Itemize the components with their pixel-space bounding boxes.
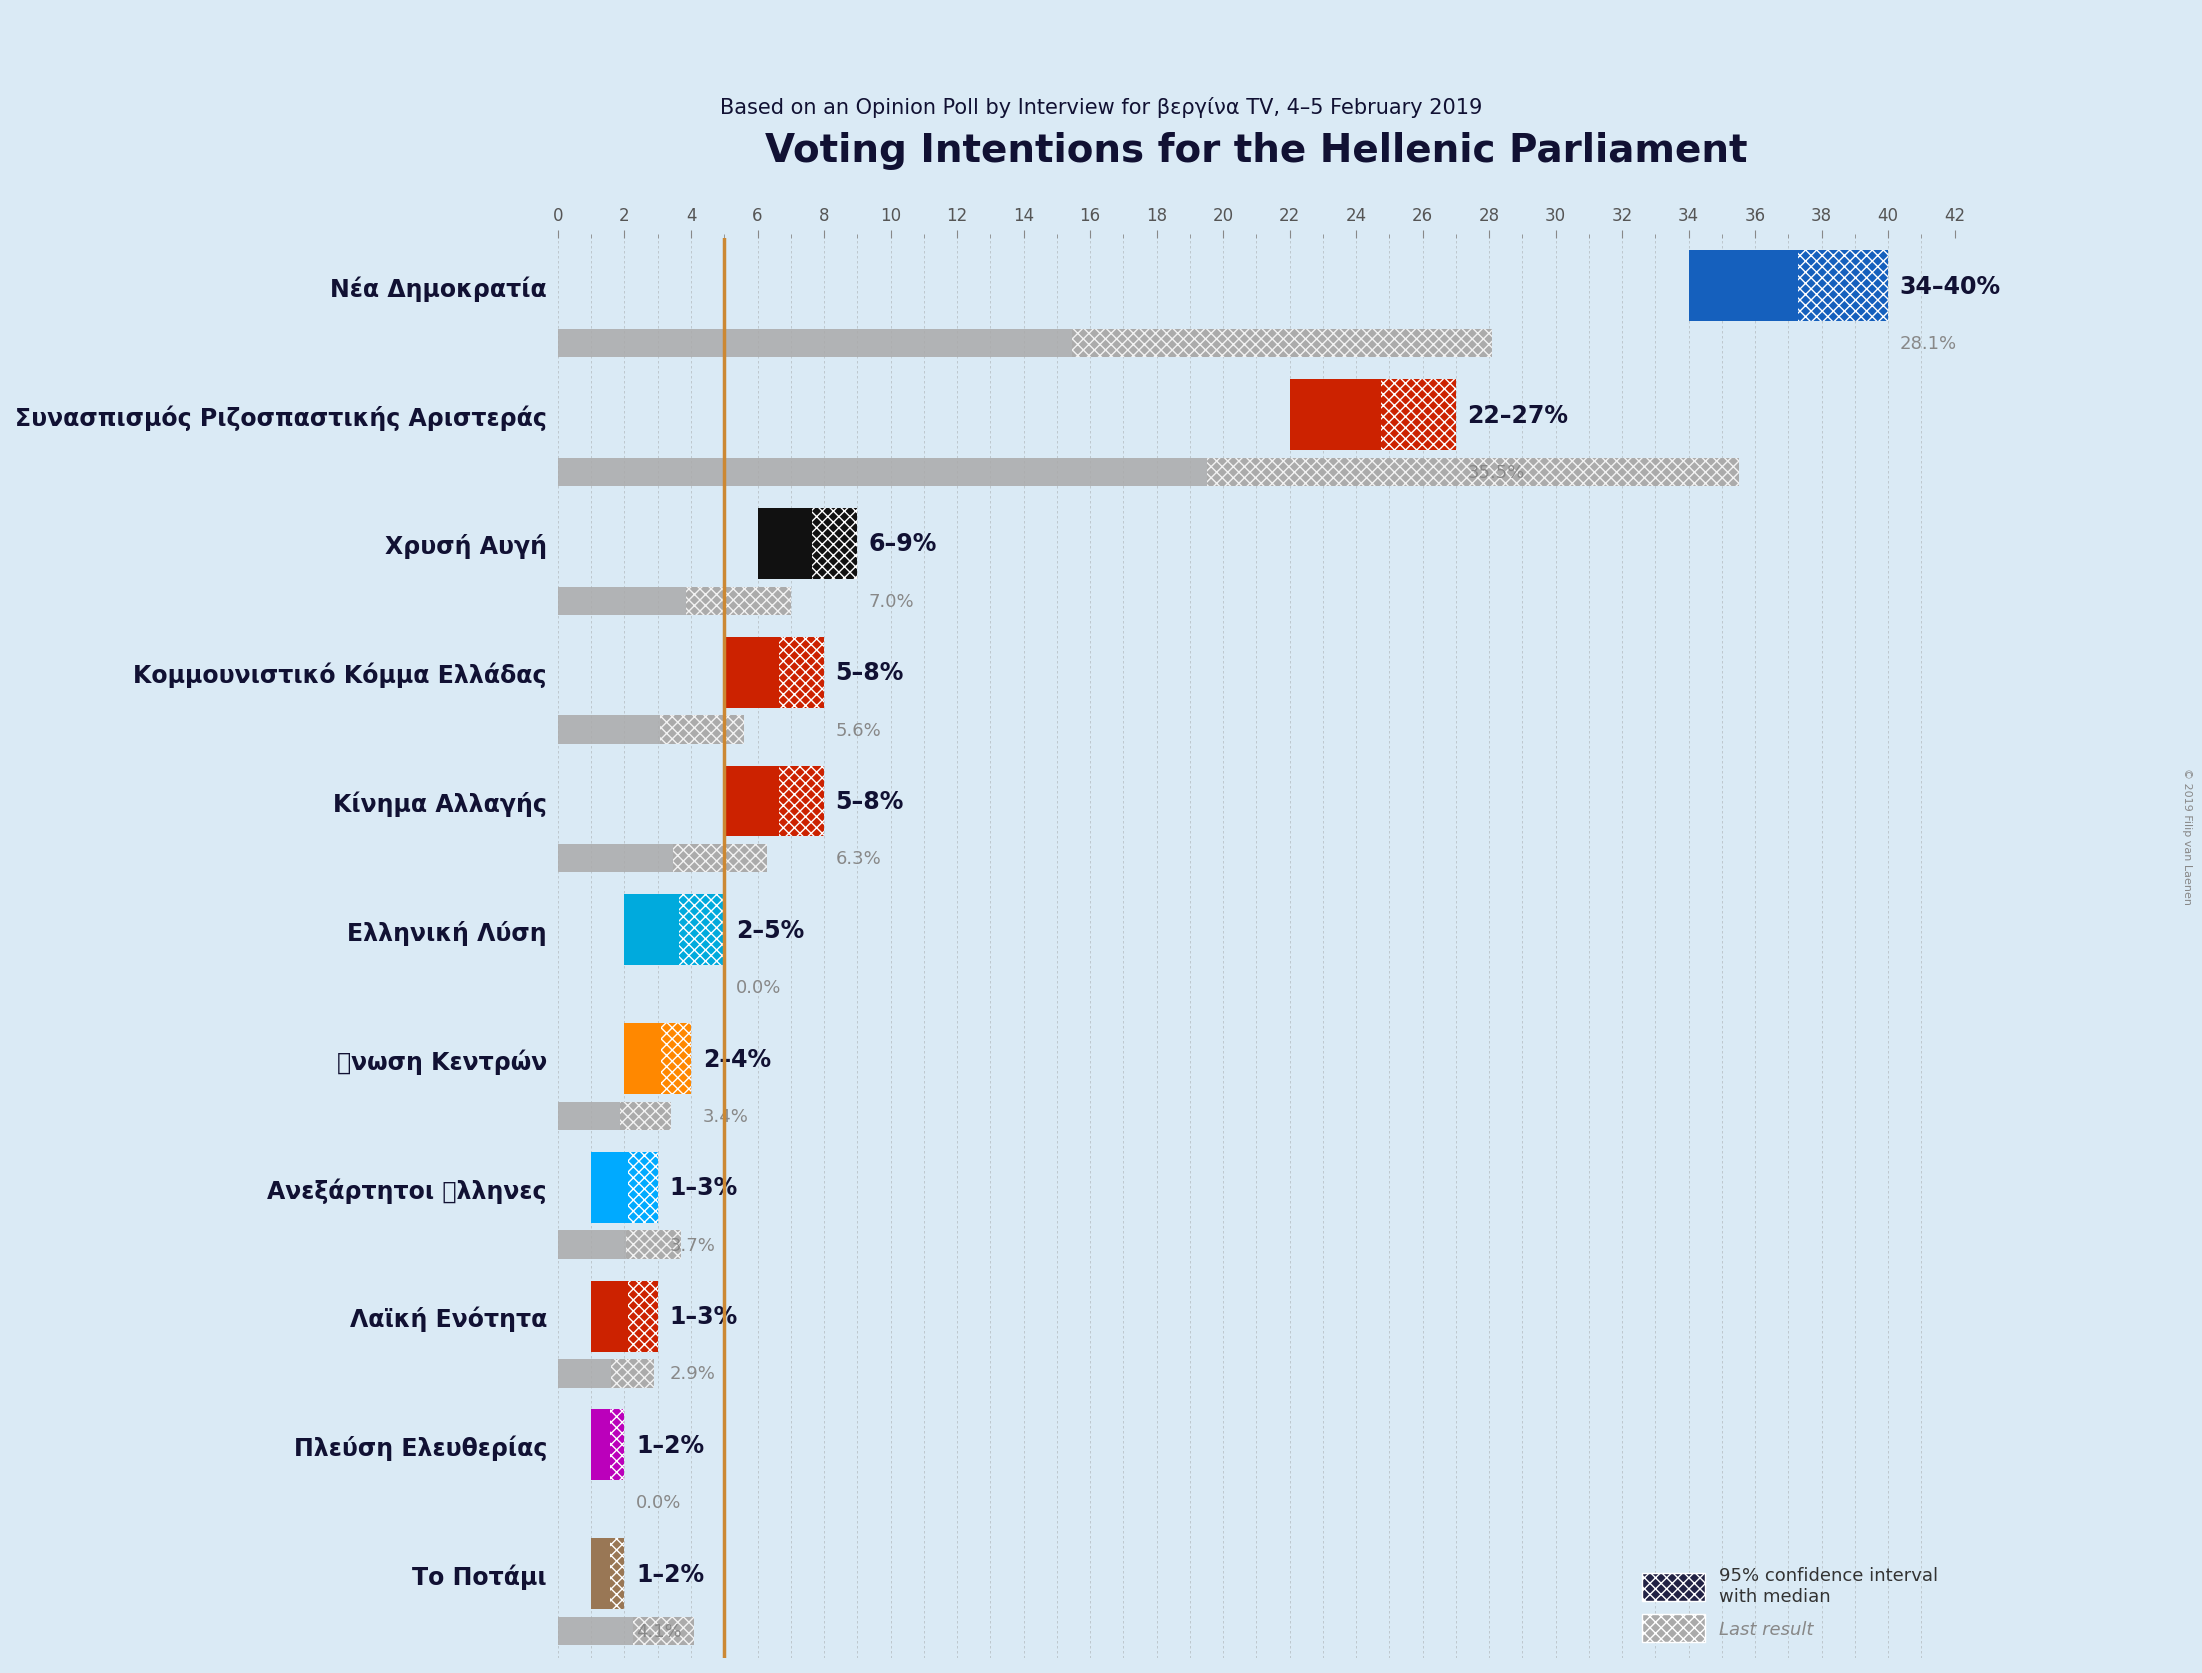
Bar (661, 1024, 691, 1094)
Text: 22–27%: 22–27% (1467, 403, 1568, 427)
Bar (557, 587, 791, 616)
Bar (557, 1231, 680, 1260)
Text: 3.4%: 3.4% (702, 1108, 749, 1126)
Text: 5.6%: 5.6% (837, 721, 881, 739)
Bar (724, 766, 824, 836)
Bar (757, 509, 857, 579)
Bar (1290, 380, 1456, 450)
Bar (780, 766, 824, 836)
Bar (557, 458, 1740, 487)
Text: 34–40%: 34–40% (1900, 274, 2002, 299)
Bar (557, 1360, 654, 1387)
Bar (1799, 251, 1889, 323)
Bar (1689, 251, 1889, 323)
Bar (557, 845, 768, 873)
Text: 1–2%: 1–2% (636, 1561, 705, 1586)
Text: 2.9%: 2.9% (669, 1365, 716, 1382)
Text: 1–2%: 1–2% (636, 1434, 705, 1457)
Text: 0.0%: 0.0% (735, 979, 782, 997)
Bar (610, 1360, 654, 1387)
Text: 3.7%: 3.7% (669, 1236, 716, 1253)
Text: 2–4%: 2–4% (702, 1047, 771, 1071)
Bar (680, 895, 724, 965)
Bar (625, 895, 724, 965)
Bar (813, 509, 857, 579)
Text: 4.1%: 4.1% (636, 1623, 683, 1640)
Text: 7.0%: 7.0% (870, 592, 914, 611)
Bar (610, 1410, 625, 1481)
Text: 6.3%: 6.3% (837, 850, 881, 868)
Bar (592, 1282, 658, 1352)
Text: 0.0%: 0.0% (636, 1494, 680, 1511)
Bar (625, 1231, 680, 1260)
Text: Based on an Opinion Poll by Interview for βεργίνα TV, 4–5 February 2019: Based on an Opinion Poll by Interview fo… (720, 97, 1482, 117)
Bar (621, 1103, 672, 1131)
Bar (592, 1153, 658, 1223)
Bar (628, 1282, 658, 1352)
Bar (632, 1616, 694, 1645)
Bar (687, 587, 791, 616)
Bar (628, 1153, 658, 1223)
Bar (557, 1616, 694, 1645)
Title: Voting Intentions for the Hellenic Parliament: Voting Intentions for the Hellenic Parli… (764, 132, 1748, 171)
Bar (557, 1103, 672, 1131)
Bar (661, 716, 744, 744)
Text: 5–8%: 5–8% (837, 661, 905, 684)
Bar (780, 637, 824, 708)
Legend: 95% confidence interval
with median, Last result: 95% confidence interval with median, Las… (1634, 1559, 1947, 1650)
Bar (557, 330, 1493, 358)
Bar (610, 1537, 625, 1609)
Text: 5–8%: 5–8% (837, 790, 905, 813)
Bar (1072, 330, 1493, 358)
Bar (724, 637, 824, 708)
Text: 28.1%: 28.1% (1900, 335, 1958, 353)
Bar (592, 1410, 625, 1481)
Text: © 2019 Filip van Laenen: © 2019 Filip van Laenen (2182, 768, 2191, 905)
Bar (1207, 458, 1740, 487)
Text: 35.5%: 35.5% (1467, 463, 1526, 482)
Bar (1381, 380, 1456, 450)
Text: 6–9%: 6–9% (870, 532, 938, 555)
Bar (557, 716, 744, 744)
Bar (592, 1537, 625, 1609)
Text: 1–3%: 1–3% (669, 1305, 738, 1328)
Bar (674, 845, 768, 873)
Bar (625, 1024, 691, 1094)
Text: 1–3%: 1–3% (669, 1176, 738, 1200)
Text: 2–5%: 2–5% (735, 918, 804, 942)
